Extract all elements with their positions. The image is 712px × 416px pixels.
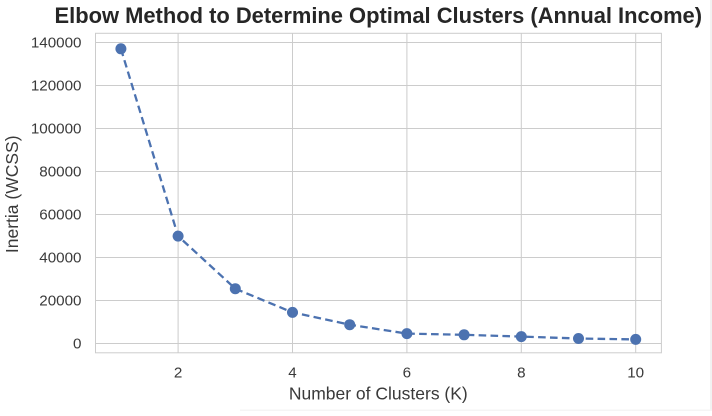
svg-text:8: 8	[517, 365, 525, 382]
svg-text:40000: 40000	[39, 250, 81, 267]
svg-text:100000: 100000	[31, 121, 82, 138]
svg-text:Number of Clusters (K): Number of Clusters (K)	[289, 384, 468, 404]
svg-text:60000: 60000	[39, 207, 81, 224]
svg-text:Elbow Method to Determine Opti: Elbow Method to Determine Optimal Cluste…	[55, 3, 703, 28]
svg-text:4: 4	[288, 365, 296, 382]
svg-text:20000: 20000	[39, 293, 81, 310]
svg-text:120000: 120000	[31, 78, 82, 95]
svg-text:0: 0	[73, 336, 81, 353]
svg-text:140000: 140000	[31, 35, 82, 52]
svg-text:2: 2	[174, 365, 182, 382]
svg-text:10: 10	[627, 365, 644, 382]
svg-text:80000: 80000	[39, 164, 81, 181]
svg-text:6: 6	[403, 365, 411, 382]
svg-text:Inertia (WCSS): Inertia (WCSS)	[2, 135, 22, 253]
